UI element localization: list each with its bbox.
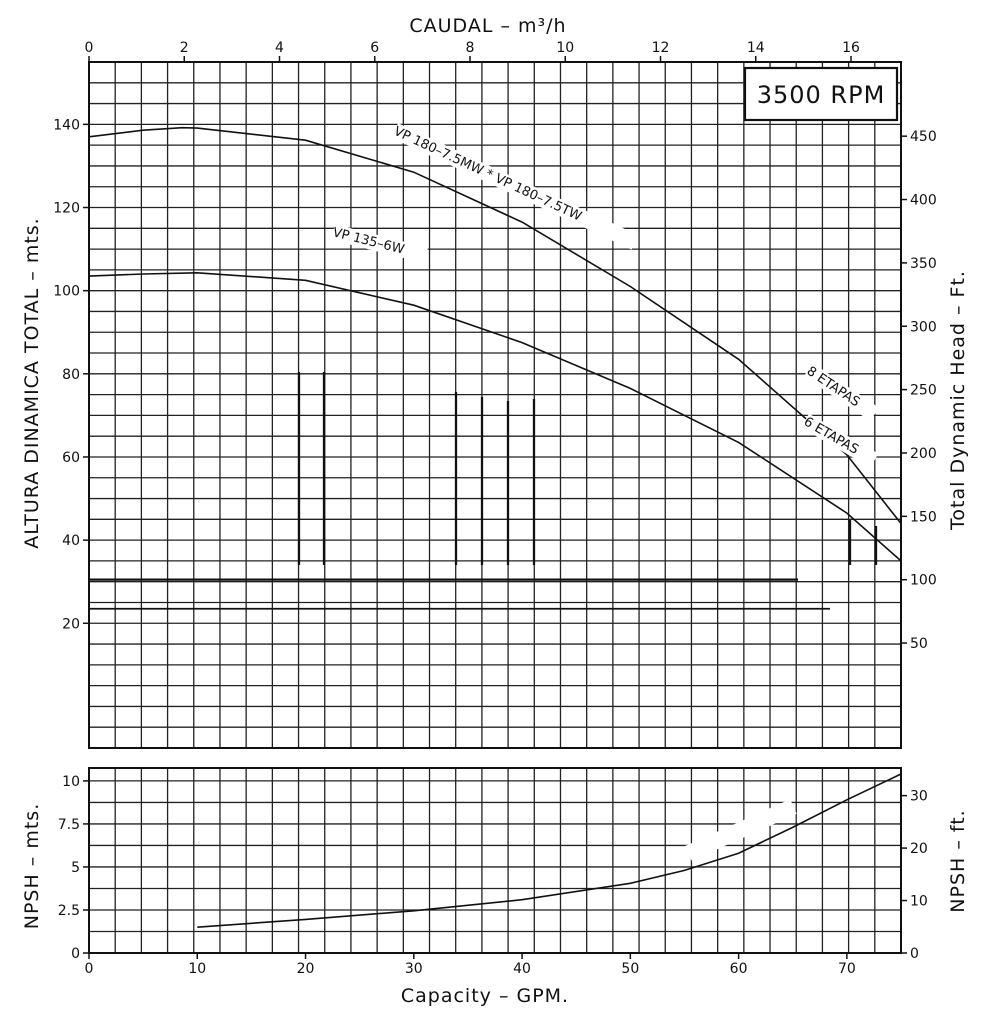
top-tick-label: 2 <box>180 40 189 56</box>
npsh-curve <box>197 773 902 928</box>
npsh-frame <box>88 767 902 954</box>
npsh-right-ticks: 0 10 20 30 <box>901 789 928 962</box>
right-tick-label: 100 <box>910 573 937 589</box>
right-tick-label: 250 <box>910 383 937 399</box>
top-axis-ticks: 0 2 4 6 8 10 12 14 16 <box>85 40 860 62</box>
bottom-tick-label: 10 <box>188 961 206 977</box>
left-axis-title: ALTURA DINAMICA TOTAL – mts. <box>21 217 43 548</box>
bottom-tick-label: 0 <box>85 961 94 977</box>
right-tick-label: 350 <box>910 256 937 272</box>
npsh-right-tick-label: 30 <box>910 789 928 805</box>
left-axis-ticks: 20 40 60 80 100 120 140 <box>53 117 89 632</box>
left-tick-label: 60 <box>62 450 80 466</box>
right-tick-label: 50 <box>910 636 928 652</box>
right-tick-label: 450 <box>910 129 937 145</box>
npsh-left-tick-label: 5 <box>71 860 80 876</box>
npsh-curve-line <box>197 773 902 928</box>
npsh-right-title: NPSH – ft. <box>947 809 969 912</box>
label-backing <box>391 123 639 250</box>
series-label-6-etapas: VP 135–6W <box>331 225 406 257</box>
top-tick-label: 8 <box>466 40 475 56</box>
head-curve-6-etapas <box>88 271 902 562</box>
top-tick-label: 16 <box>842 40 860 56</box>
npsh-left-ticks: 0 2.5 5 7.5 10 <box>58 774 89 962</box>
stage-label-8-etapas: 8 ETAPAS <box>804 364 863 410</box>
right-tick-label: 200 <box>910 446 937 462</box>
rpm-label: 3500 RPM <box>757 81 886 109</box>
series-label-8-etapas: VP 180–7.5MW * VP 180–7.5TW <box>391 124 584 224</box>
bottom-axis-ticks: 0 10 20 30 40 50 60 70 <box>85 953 856 977</box>
npsh-right-tick-label: 20 <box>910 841 928 857</box>
bottom-tick-label: 30 <box>405 961 423 977</box>
bottom-tick-label: 40 <box>513 961 531 977</box>
right-tick-label: 150 <box>910 509 937 525</box>
npsh-left-tick-label: 10 <box>62 774 80 790</box>
npsh-grid <box>88 768 902 954</box>
top-tick-label: 0 <box>85 40 94 56</box>
npsh-right-tick-label: 0 <box>910 946 919 962</box>
bottom-axis-title: Capacity – GPM. <box>401 985 569 1007</box>
main-grid <box>88 62 902 749</box>
bottom-tick-label: 60 <box>730 961 748 977</box>
right-axis-ticks: 50 100 150 200 250 300 350 400 450 <box>901 129 937 652</box>
left-tick-label: 140 <box>53 117 80 133</box>
left-tick-label: 40 <box>62 533 80 549</box>
rpm-box <box>743 66 899 122</box>
top-tick-label: 14 <box>747 40 765 56</box>
npsh-left-tick-label: 2.5 <box>58 903 80 919</box>
label-backing <box>803 363 880 422</box>
bottom-tick-label: 70 <box>838 961 856 977</box>
bottom-tick-label: 50 <box>621 961 639 977</box>
right-axis-title: Total Dynamic Head – Ft. <box>947 270 969 531</box>
npsh-left-tick-label: 7.5 <box>58 817 80 833</box>
left-tick-label: 100 <box>53 284 80 300</box>
plot-border <box>88 61 902 749</box>
left-tick-label: 80 <box>62 367 80 383</box>
main-frame <box>88 61 902 749</box>
head-curve-8-etapas <box>88 126 902 524</box>
top-tick-label: 6 <box>370 40 379 56</box>
left-tick-label: 20 <box>62 616 80 632</box>
npsh-left-tick-label: 0 <box>71 946 80 962</box>
left-tick-label: 120 <box>53 201 80 217</box>
right-tick-label: 400 <box>910 193 937 209</box>
npsh-left-title: NPSH – mts. <box>21 803 43 930</box>
label-backing <box>801 413 879 468</box>
bottom-tick-label: 20 <box>297 961 315 977</box>
top-tick-label: 10 <box>556 40 574 56</box>
top-tick-label: 4 <box>275 40 284 56</box>
top-axis-title: CAUDAL – m³/h <box>409 15 566 37</box>
npsh-right-tick-label: 10 <box>910 894 928 910</box>
npsh-plot-border <box>88 767 902 954</box>
label-backing <box>331 224 429 264</box>
top-tick-label: 12 <box>652 40 670 56</box>
label-backing <box>685 799 797 861</box>
right-tick-label: 300 <box>910 319 937 335</box>
